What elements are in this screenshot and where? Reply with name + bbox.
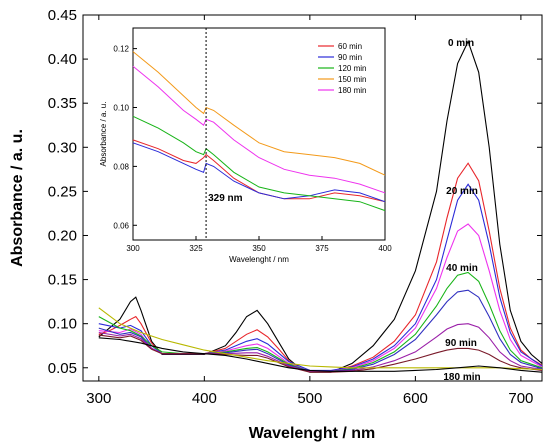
main-y-tick-label: 0.10 (48, 316, 77, 333)
main-series-line-5 (98, 289, 543, 372)
inset-y-axis-title: Absorbance / a. u. (99, 102, 108, 167)
main-plot: 0.05 0.10 0.15 0.20 0.25 0.30 0.35 0.40 0.45 300… (9, 7, 543, 442)
inset-x-tick-label: 375 (315, 244, 329, 253)
main-series-lines (98, 40, 543, 373)
main-y-tick-label: 0.45 (48, 7, 77, 24)
main-series-line-9 (98, 337, 543, 373)
inset-x-tick-label: 325 (189, 244, 203, 253)
inset-x-tick-label: 300 (126, 244, 140, 253)
inset-series-line-2 (132, 115, 386, 212)
main-y-tick-label: 0.05 (48, 360, 77, 377)
inset-x-axis-title: Wavelenght / nm (229, 255, 289, 264)
main-y-tick-label: 0.35 (48, 95, 77, 112)
main-plot-frame (82, 14, 543, 382)
inset-x-tick-label: 400 (378, 244, 392, 253)
main-x-tick-label: 600 (403, 390, 428, 407)
inset-x-axis: 300 325 350 375 400 (126, 236, 392, 253)
inset-x-tick-label: 350 (252, 244, 266, 253)
legend-label-3: 150 min (338, 75, 366, 84)
inset-y-tick-label: 0.08 (113, 162, 129, 171)
legend-label-1: 90 min (338, 53, 362, 62)
main-y-tick-label: 0.25 (48, 183, 77, 200)
main-x-tick-label: 700 (508, 390, 533, 407)
annotation-180-min: 180 min (443, 372, 480, 383)
main-y-tick-label: 0.30 (48, 139, 77, 156)
inset-series-lines (132, 51, 386, 212)
inset-series-line-4 (132, 65, 386, 194)
main-x-tick-label: 400 (192, 390, 217, 407)
main-x-axis: 300 400 500 600 700 (86, 15, 533, 407)
inset-series-line-0 (132, 139, 386, 203)
main-series-line-7 (98, 334, 543, 373)
y-axis-title: Absorbance / a. u. (9, 129, 26, 267)
annotation-40-min: 40 min (446, 263, 478, 274)
inset-plot: 0.060.080.100.12 300 325 350 375 400 329 nm … (99, 27, 392, 264)
inset-series-line-1 (132, 142, 386, 203)
main-series-line-8 (98, 307, 543, 371)
inset-legend: 60 min 90 min 120 min 150 min 180 min (318, 42, 366, 95)
inset-y-tick-label: 0.06 (113, 221, 129, 230)
annotation-90-min: 90 min (445, 338, 477, 349)
inset-series-line-3 (132, 51, 386, 176)
main-series-line-2 (98, 183, 543, 371)
main-y-tick-label: 0.40 (48, 51, 77, 68)
annotation-20-min: 20 min (446, 186, 478, 197)
x-axis-title: Wavelenght / nm (249, 425, 376, 442)
inset-y-tick-label: 0.10 (113, 104, 129, 113)
inset-y-tick-label: 0.12 (113, 45, 129, 54)
main-y-tick-label: 0.15 (48, 272, 77, 289)
main-x-tick-label: 500 (297, 390, 322, 407)
inset-plot-frame (132, 27, 386, 241)
legend-label-4: 180 min (338, 86, 366, 95)
legend-label-2: 120 min (338, 64, 366, 73)
main-series-line-4 (98, 271, 543, 372)
annotation-0-min: 0 min (448, 38, 474, 49)
legend-label-0: 60 min (338, 42, 362, 51)
main-y-axis: 0.05 0.10 0.15 0.20 0.25 0.30 0.35 0.40 0.45 (48, 7, 542, 377)
inset-329nm-label: 329 nm (208, 193, 243, 204)
inset-y-axis: 0.06 0.08 0.10 0.12 (113, 45, 137, 230)
main-y-tick-label: 0.20 (48, 227, 77, 244)
main-x-tick-label: 300 (86, 390, 111, 407)
